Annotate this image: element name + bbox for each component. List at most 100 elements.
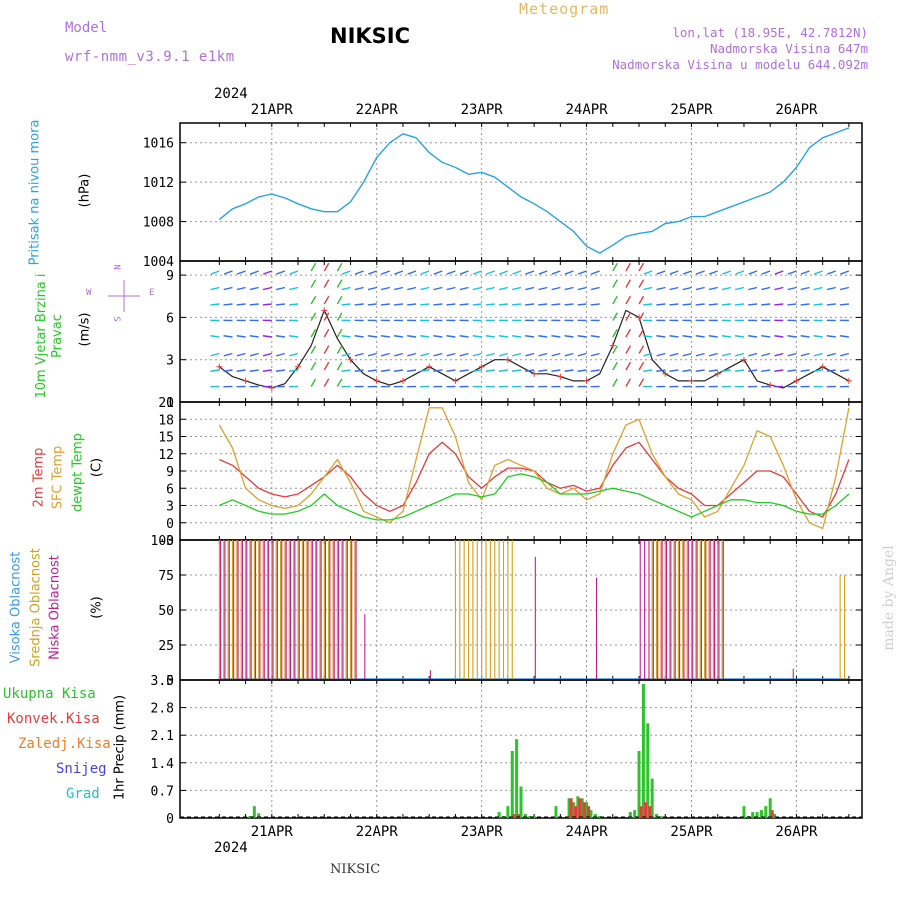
wind-arrow	[800, 335, 810, 338]
wind-arrow	[774, 270, 784, 275]
wind-speed-marker	[242, 377, 249, 384]
wind-arrow	[656, 303, 666, 306]
wind-speed-marker	[452, 377, 459, 384]
wind-arrow	[433, 352, 443, 357]
wind-arrow	[499, 270, 509, 275]
wind-arrow	[551, 352, 561, 357]
compass-glyph: N W E S	[86, 262, 156, 332]
wind-arrow	[839, 335, 849, 338]
wind-arrow	[787, 303, 797, 306]
x-tick-label-bottom: 22APR	[356, 824, 399, 840]
x-tick-label-top: 25APR	[670, 102, 713, 118]
wind-arrow	[538, 303, 548, 306]
wind-arrow	[433, 303, 443, 306]
wind-arrow	[638, 345, 645, 354]
x-tick-label-top: 21APR	[251, 102, 294, 118]
wind-arrow	[564, 270, 574, 275]
wind-arrow	[643, 352, 653, 357]
precip-bar	[571, 802, 575, 818]
wind-arrow	[774, 352, 784, 357]
wind-arrow	[695, 352, 705, 357]
wind-arrow	[551, 286, 561, 291]
wind-arrow	[761, 369, 771, 372]
wind-arrow	[276, 270, 286, 275]
wind-arrow	[336, 345, 343, 354]
wind-arrow	[551, 270, 561, 275]
wind-arrow	[433, 369, 443, 372]
wind-arrow	[380, 369, 390, 372]
wind-arrow	[774, 286, 784, 291]
wind-arrow	[381, 270, 391, 275]
precip-bar	[580, 798, 584, 818]
wind-arrow	[275, 303, 285, 306]
wind-arrow	[223, 369, 233, 372]
cloud-ytick-label: 0	[166, 674, 174, 689]
wind-arrow	[249, 270, 259, 275]
precip-bar	[742, 806, 746, 818]
temperature-ytick-label: -3	[158, 534, 174, 549]
wind-arrow	[472, 369, 482, 372]
wind-arrow	[263, 270, 273, 275]
wind-arrow	[538, 352, 548, 357]
wind-arrow	[210, 286, 220, 291]
wind-arrow	[354, 369, 364, 372]
wind-arrow	[774, 335, 784, 338]
wind-arrow	[323, 312, 330, 321]
pressure-ytick-label: 1004	[143, 255, 174, 270]
wind-arrow	[577, 369, 587, 372]
lonlat-label: lon,lat (18.95E, 42.7812N)	[672, 25, 868, 40]
wind-arrow	[420, 270, 430, 275]
wind-arrow	[590, 352, 600, 357]
wind-arrow	[486, 270, 496, 275]
wind-arrow	[682, 352, 692, 357]
wind-arrow	[590, 335, 600, 338]
x-tick-label-bottom: 21APR	[251, 824, 294, 840]
precip-bar	[659, 816, 663, 818]
wind-arrow	[708, 352, 718, 357]
x-tick-label-top: 22APR	[356, 102, 399, 118]
wind-arrow	[695, 270, 705, 275]
wind-arrow	[354, 335, 364, 338]
wind-arrow	[625, 361, 632, 371]
wind-arrow	[223, 270, 233, 275]
wind-arrow	[695, 286, 705, 291]
wind-arrow	[669, 352, 679, 357]
precip-bar	[578, 798, 582, 818]
wind-arrow	[323, 262, 330, 272]
wind-arrow	[407, 303, 417, 306]
wind-arrow	[787, 286, 797, 291]
wind-arrow	[748, 335, 758, 338]
wind-arrow	[761, 335, 771, 338]
wind-arrow	[839, 286, 850, 291]
wind-arrow	[472, 270, 482, 275]
wind-arrow	[446, 352, 456, 357]
wind-arrow	[380, 303, 390, 306]
precip-bar	[576, 796, 580, 818]
wind-arrow	[826, 335, 836, 338]
wind-arrow	[446, 335, 456, 338]
wind-arrow	[761, 286, 771, 291]
wind-arrow	[525, 270, 535, 275]
wind-arrow	[459, 335, 469, 338]
station-title: NIKSIC	[330, 24, 411, 48]
wind-arrow	[367, 303, 377, 306]
wind-arrow	[310, 378, 317, 387]
footer-station: NIKSIC	[330, 862, 381, 877]
compass-east: E	[149, 288, 155, 298]
wind-arrow	[368, 270, 377, 275]
wind-arrow	[446, 369, 456, 372]
wind-arrow	[499, 352, 509, 357]
wind-arrow	[323, 279, 330, 288]
wind-arrow	[485, 352, 495, 357]
wind-arrow	[638, 279, 645, 288]
pressure-frame	[179, 122, 863, 262]
wind-arrow	[459, 352, 469, 357]
wind-arrow	[748, 369, 758, 372]
meteogram-label: Meteogram	[519, 0, 610, 18]
wind-ytick-label: 6	[166, 311, 174, 326]
wind-ytick-label: 9	[166, 269, 174, 284]
pressure-ytick-label: 1008	[143, 216, 174, 231]
wind-arrow	[538, 270, 548, 275]
year-top: 2024	[214, 86, 248, 102]
wind-arrow	[289, 369, 299, 372]
